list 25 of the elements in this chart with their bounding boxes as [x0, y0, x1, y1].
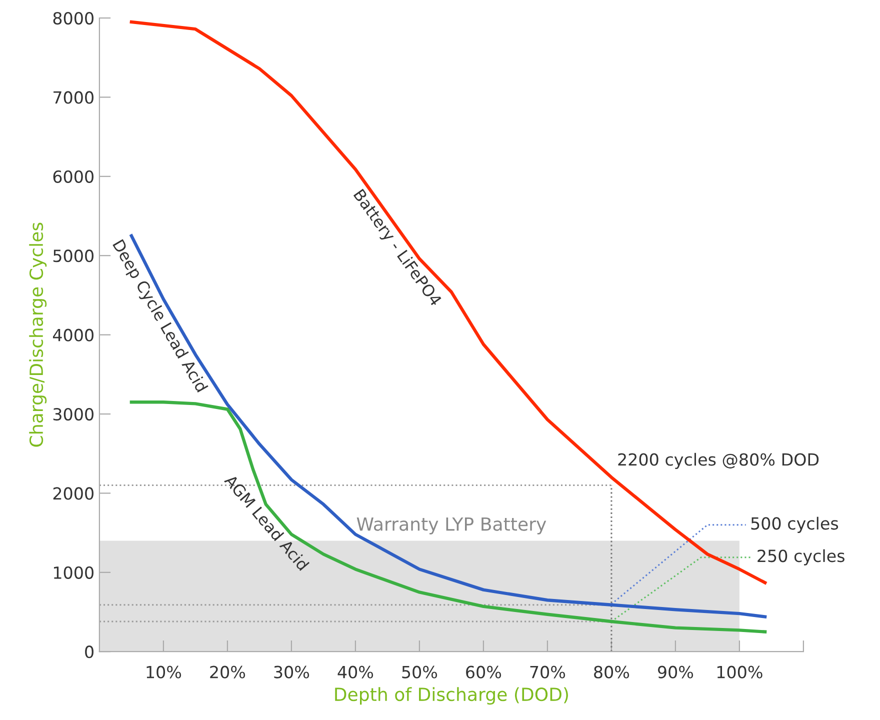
y-tick-label: 4000 — [52, 328, 94, 342]
x-tick-label: 30% — [274, 666, 310, 678]
x-tick-label: 50% — [402, 666, 438, 678]
x-tick-label: 80% — [594, 666, 630, 678]
y-tick-label: 6000 — [53, 170, 94, 183]
x-tick-label: 40% — [338, 666, 374, 678]
x-tick-label: 10% — [146, 666, 182, 678]
x-tick-label: 20% — [210, 666, 246, 678]
x-tick-label: 70% — [530, 666, 566, 678]
y-tick-label: 3000 — [53, 408, 94, 421]
y-tick-label: 5000 — [53, 250, 94, 262]
annotation: 250 cycles — [758, 549, 844, 566]
x-tick-label: 100% — [717, 666, 762, 678]
y-tick-label: 1000 — [54, 566, 94, 579]
y-axis-title: Charge/Discharge Cycles — [29, 222, 47, 447]
band-label: Warranty LYP Battery — [356, 517, 546, 534]
y-tick-label: 0 — [85, 646, 94, 658]
annotation: 500 cycles — [751, 516, 838, 533]
y-tick-label: 2000 — [53, 487, 94, 500]
y-tick-label: 7000 — [54, 91, 94, 104]
y-tick-label: 8000 — [53, 12, 94, 25]
x-axis-title: Depth of Discharge (DOD) — [335, 687, 568, 705]
x-tick-label: 90% — [658, 666, 694, 678]
annotation: 2200 cycles @80% DOD — [618, 452, 819, 470]
x-tick-label: 60% — [466, 666, 502, 678]
